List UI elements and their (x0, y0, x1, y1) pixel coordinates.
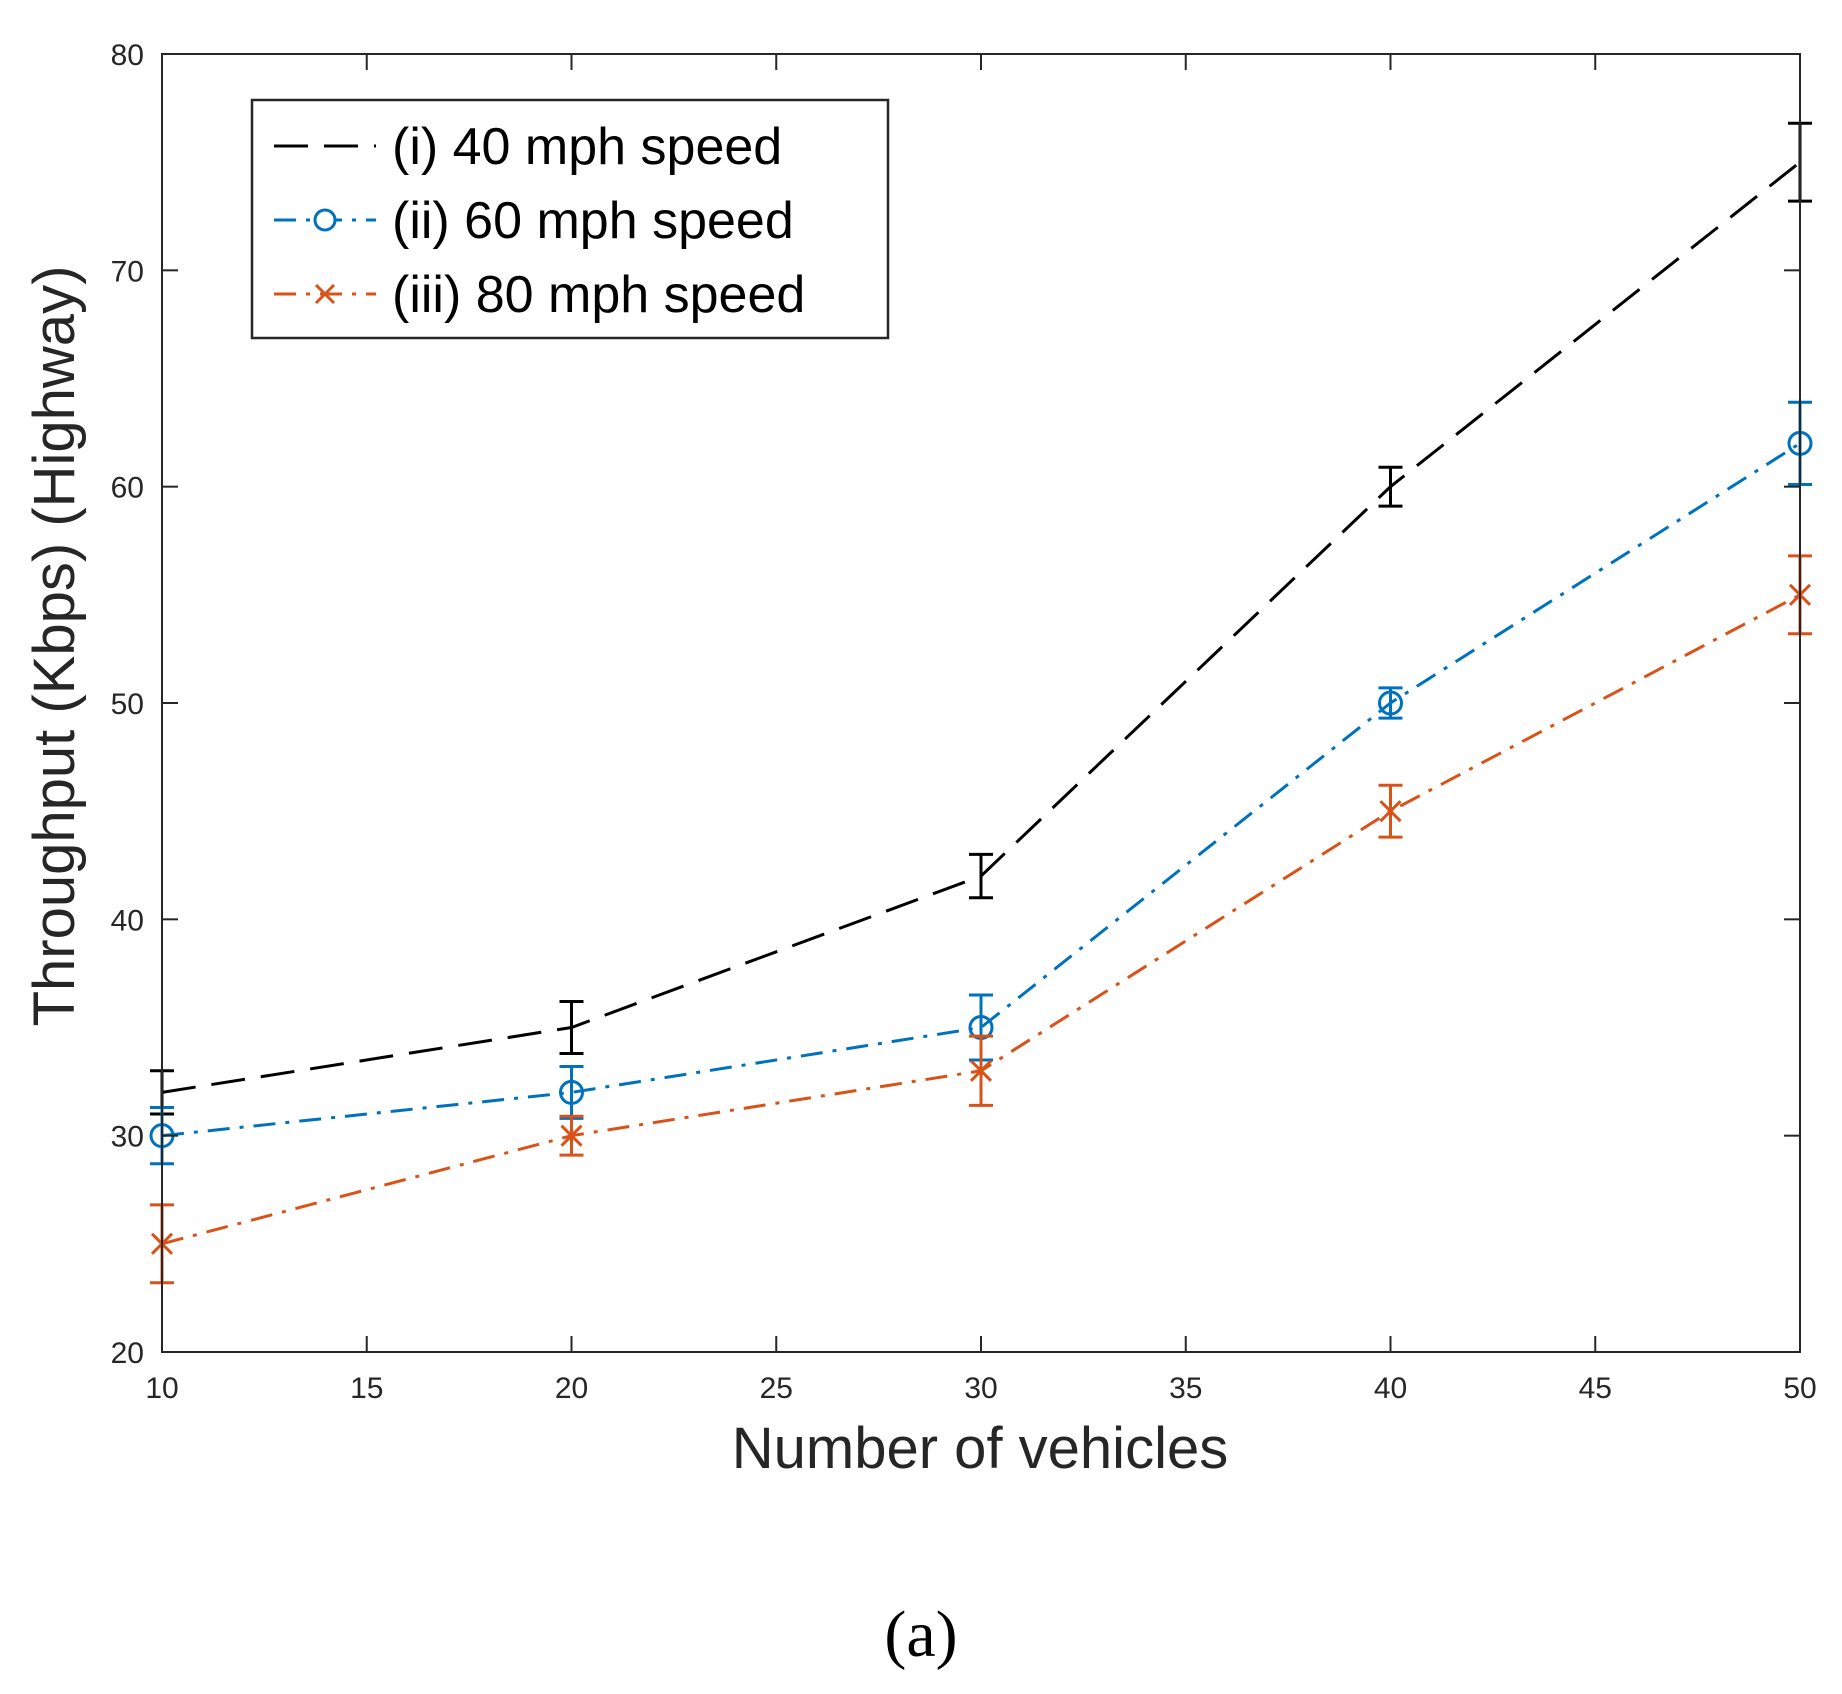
data-point (560, 1124, 583, 1147)
x-tick-label: 20 (555, 1372, 588, 1405)
data-point (559, 1079, 584, 1105)
y-axis-title: Throughput (Kbps) (Highway) (22, 266, 87, 1027)
data-point (1378, 690, 1403, 716)
y-tick-label: 70 (111, 255, 144, 288)
x-tick-label: 35 (1169, 1372, 1202, 1405)
legend-label: (iii) 80 mph speed (392, 266, 805, 324)
y-tick-label: 30 (111, 1121, 144, 1154)
figure-caption: (a) (884, 1598, 957, 1671)
legend-marker (313, 208, 337, 232)
legend-label: (i) 40 mph speed (392, 118, 782, 176)
legend-label: (ii) 60 mph speed (392, 192, 794, 250)
axes: 10 15 20 25 30 35 40 45 50 20 30 40 50 60 70 80 (111, 39, 1817, 1405)
y-tick-label: 80 (111, 39, 144, 72)
series-line (161, 593, 1801, 1246)
y-tick-label: 50 (111, 688, 144, 721)
legend-marker (314, 283, 336, 305)
x-tick-label: 10 (145, 1372, 178, 1405)
x-tick-label: 25 (760, 1372, 793, 1405)
y-tick-label: 60 (111, 472, 144, 505)
legend: (i) 40 mph speed (ii) 60 mph speed (iii) 8… (250, 98, 890, 340)
data-point (969, 1059, 993, 1082)
y-tick-label: 40 (111, 904, 144, 937)
x-tick-label: 45 (1579, 1372, 1612, 1405)
x-tick-label: 40 (1374, 1372, 1407, 1405)
y-tick-label: 20 (111, 1337, 144, 1370)
data-point (1379, 800, 1402, 823)
legend-box (250, 98, 890, 340)
x-axis-title: Number of vehicles (732, 1416, 1228, 1481)
x-tick-label: 30 (964, 1372, 997, 1405)
x-tick-label: 15 (350, 1372, 383, 1405)
series-3 (150, 554, 1812, 1285)
x-tick-label: 50 (1783, 1372, 1816, 1405)
